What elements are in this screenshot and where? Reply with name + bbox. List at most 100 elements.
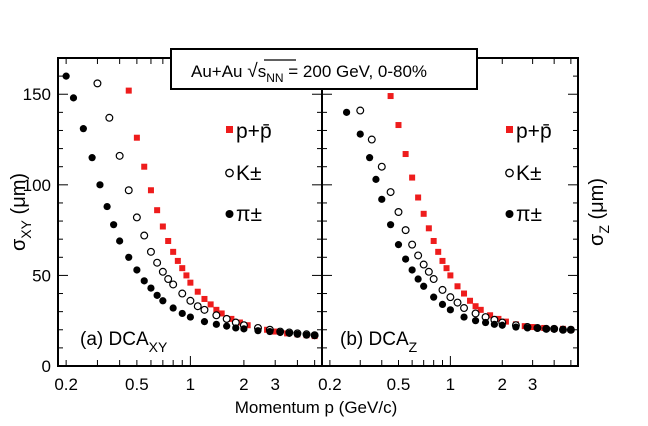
pion-point xyxy=(178,309,186,318)
legend-a-pion-marker xyxy=(225,210,234,218)
proton-point xyxy=(218,310,225,317)
legend-a-proton-marker xyxy=(226,126,233,133)
pion-point xyxy=(311,331,319,340)
proton-point xyxy=(228,315,235,322)
y-ticklabel: 100 xyxy=(23,176,51,195)
pion-point xyxy=(420,282,428,290)
proton-point xyxy=(201,295,208,302)
legend-b-kaon-marker xyxy=(505,168,514,178)
pion-point xyxy=(116,237,124,245)
header-box xyxy=(170,48,478,90)
pion-point xyxy=(402,255,410,263)
kaon-point xyxy=(132,213,141,222)
kaon-point xyxy=(446,293,455,302)
pion-point xyxy=(232,324,240,332)
legend-b-proton-label: p+p̄ xyxy=(516,120,552,143)
points-layer xyxy=(62,72,575,340)
pion-point xyxy=(186,313,194,321)
proton-point xyxy=(125,87,132,94)
kaon-point xyxy=(153,258,162,267)
legend-a: p+p̄ K± π± xyxy=(225,120,272,226)
pion-point xyxy=(110,221,118,229)
pion-point xyxy=(342,108,351,116)
pion-point xyxy=(169,304,177,312)
panel-a-label: (a) DCAXY xyxy=(80,329,168,355)
kaon-point xyxy=(367,135,376,144)
proton-point xyxy=(447,272,454,279)
pion-point xyxy=(394,241,403,249)
pion-point xyxy=(285,329,293,337)
x-ticklabel: 0.2 xyxy=(54,375,78,394)
pion-point xyxy=(302,331,311,339)
x-ticklabel: 0.5 xyxy=(387,375,411,394)
pion-point xyxy=(386,221,395,229)
pion-point xyxy=(533,324,542,332)
legend-a-proton-label: p+p̄ xyxy=(236,120,272,143)
kaon-point xyxy=(408,240,417,249)
pion-point xyxy=(523,324,532,332)
pion-point xyxy=(356,130,364,138)
pion-point xyxy=(438,300,447,308)
kaon-point xyxy=(158,267,167,276)
kaon-point xyxy=(377,162,386,171)
kaon-point xyxy=(394,208,403,217)
proton-point xyxy=(174,257,181,264)
pion-point xyxy=(490,320,498,328)
proton-point xyxy=(194,288,201,295)
pion-point xyxy=(212,320,220,328)
kaon-point xyxy=(414,251,423,260)
kaon-point xyxy=(105,113,114,122)
pion-point xyxy=(430,293,438,301)
proton-point xyxy=(495,315,502,322)
proton-point xyxy=(425,225,432,232)
kaon-point xyxy=(193,302,202,311)
kaon-point xyxy=(424,267,433,276)
x-ticklabel: 1 xyxy=(186,375,195,394)
x-ticklabel: 0.5 xyxy=(125,375,149,394)
proton-point xyxy=(213,306,220,313)
pion-point xyxy=(254,327,262,335)
proton-point xyxy=(443,265,450,272)
proton-point xyxy=(154,207,161,214)
proton-point xyxy=(159,223,166,230)
legend-b-pion-label: π± xyxy=(516,203,542,226)
pion-point xyxy=(103,202,111,211)
pion-point xyxy=(512,323,520,331)
proton-point xyxy=(461,290,468,297)
legend-a-kaon-label: K± xyxy=(236,162,262,185)
pion-point xyxy=(567,326,575,334)
pion-point xyxy=(88,154,96,162)
pion-point xyxy=(133,266,141,274)
kaon-point xyxy=(222,314,231,323)
kaon-point xyxy=(178,289,187,298)
ticklabels-layer: 0.2 0.5 1 2 3 0.2 0.5 1 2 3 0 50 100 150 xyxy=(23,85,538,394)
legend-b-kaon-label: K± xyxy=(516,162,542,185)
pion-point xyxy=(378,195,386,203)
x-ticklabel: 3 xyxy=(528,375,537,394)
proton-point xyxy=(387,93,394,100)
y-left-title: σXY (μm) xyxy=(8,173,34,251)
kaon-point xyxy=(471,309,480,318)
pion-point xyxy=(200,318,209,326)
proton-point xyxy=(183,272,190,279)
kaon-point xyxy=(146,247,155,256)
legend-a-kaon-marker xyxy=(225,168,234,178)
x-ticklabel: 1 xyxy=(446,375,455,394)
proton-point xyxy=(454,283,461,290)
proton-point xyxy=(272,328,279,335)
y-ticklabel: 0 xyxy=(42,357,51,376)
proton-point xyxy=(141,163,148,170)
kaon-point xyxy=(429,275,438,284)
proton-point xyxy=(395,122,402,129)
proton-point xyxy=(472,303,479,310)
kaon-point xyxy=(438,285,447,294)
x-ticklabel: 0.2 xyxy=(318,375,342,394)
pion-point xyxy=(62,72,70,80)
kaon-point xyxy=(419,260,428,269)
kaon-point xyxy=(140,231,149,240)
proton-point xyxy=(477,306,484,313)
kaon-point xyxy=(115,151,124,160)
proton-point xyxy=(409,174,416,181)
pion-point xyxy=(223,322,231,330)
kaon-point xyxy=(200,305,209,314)
